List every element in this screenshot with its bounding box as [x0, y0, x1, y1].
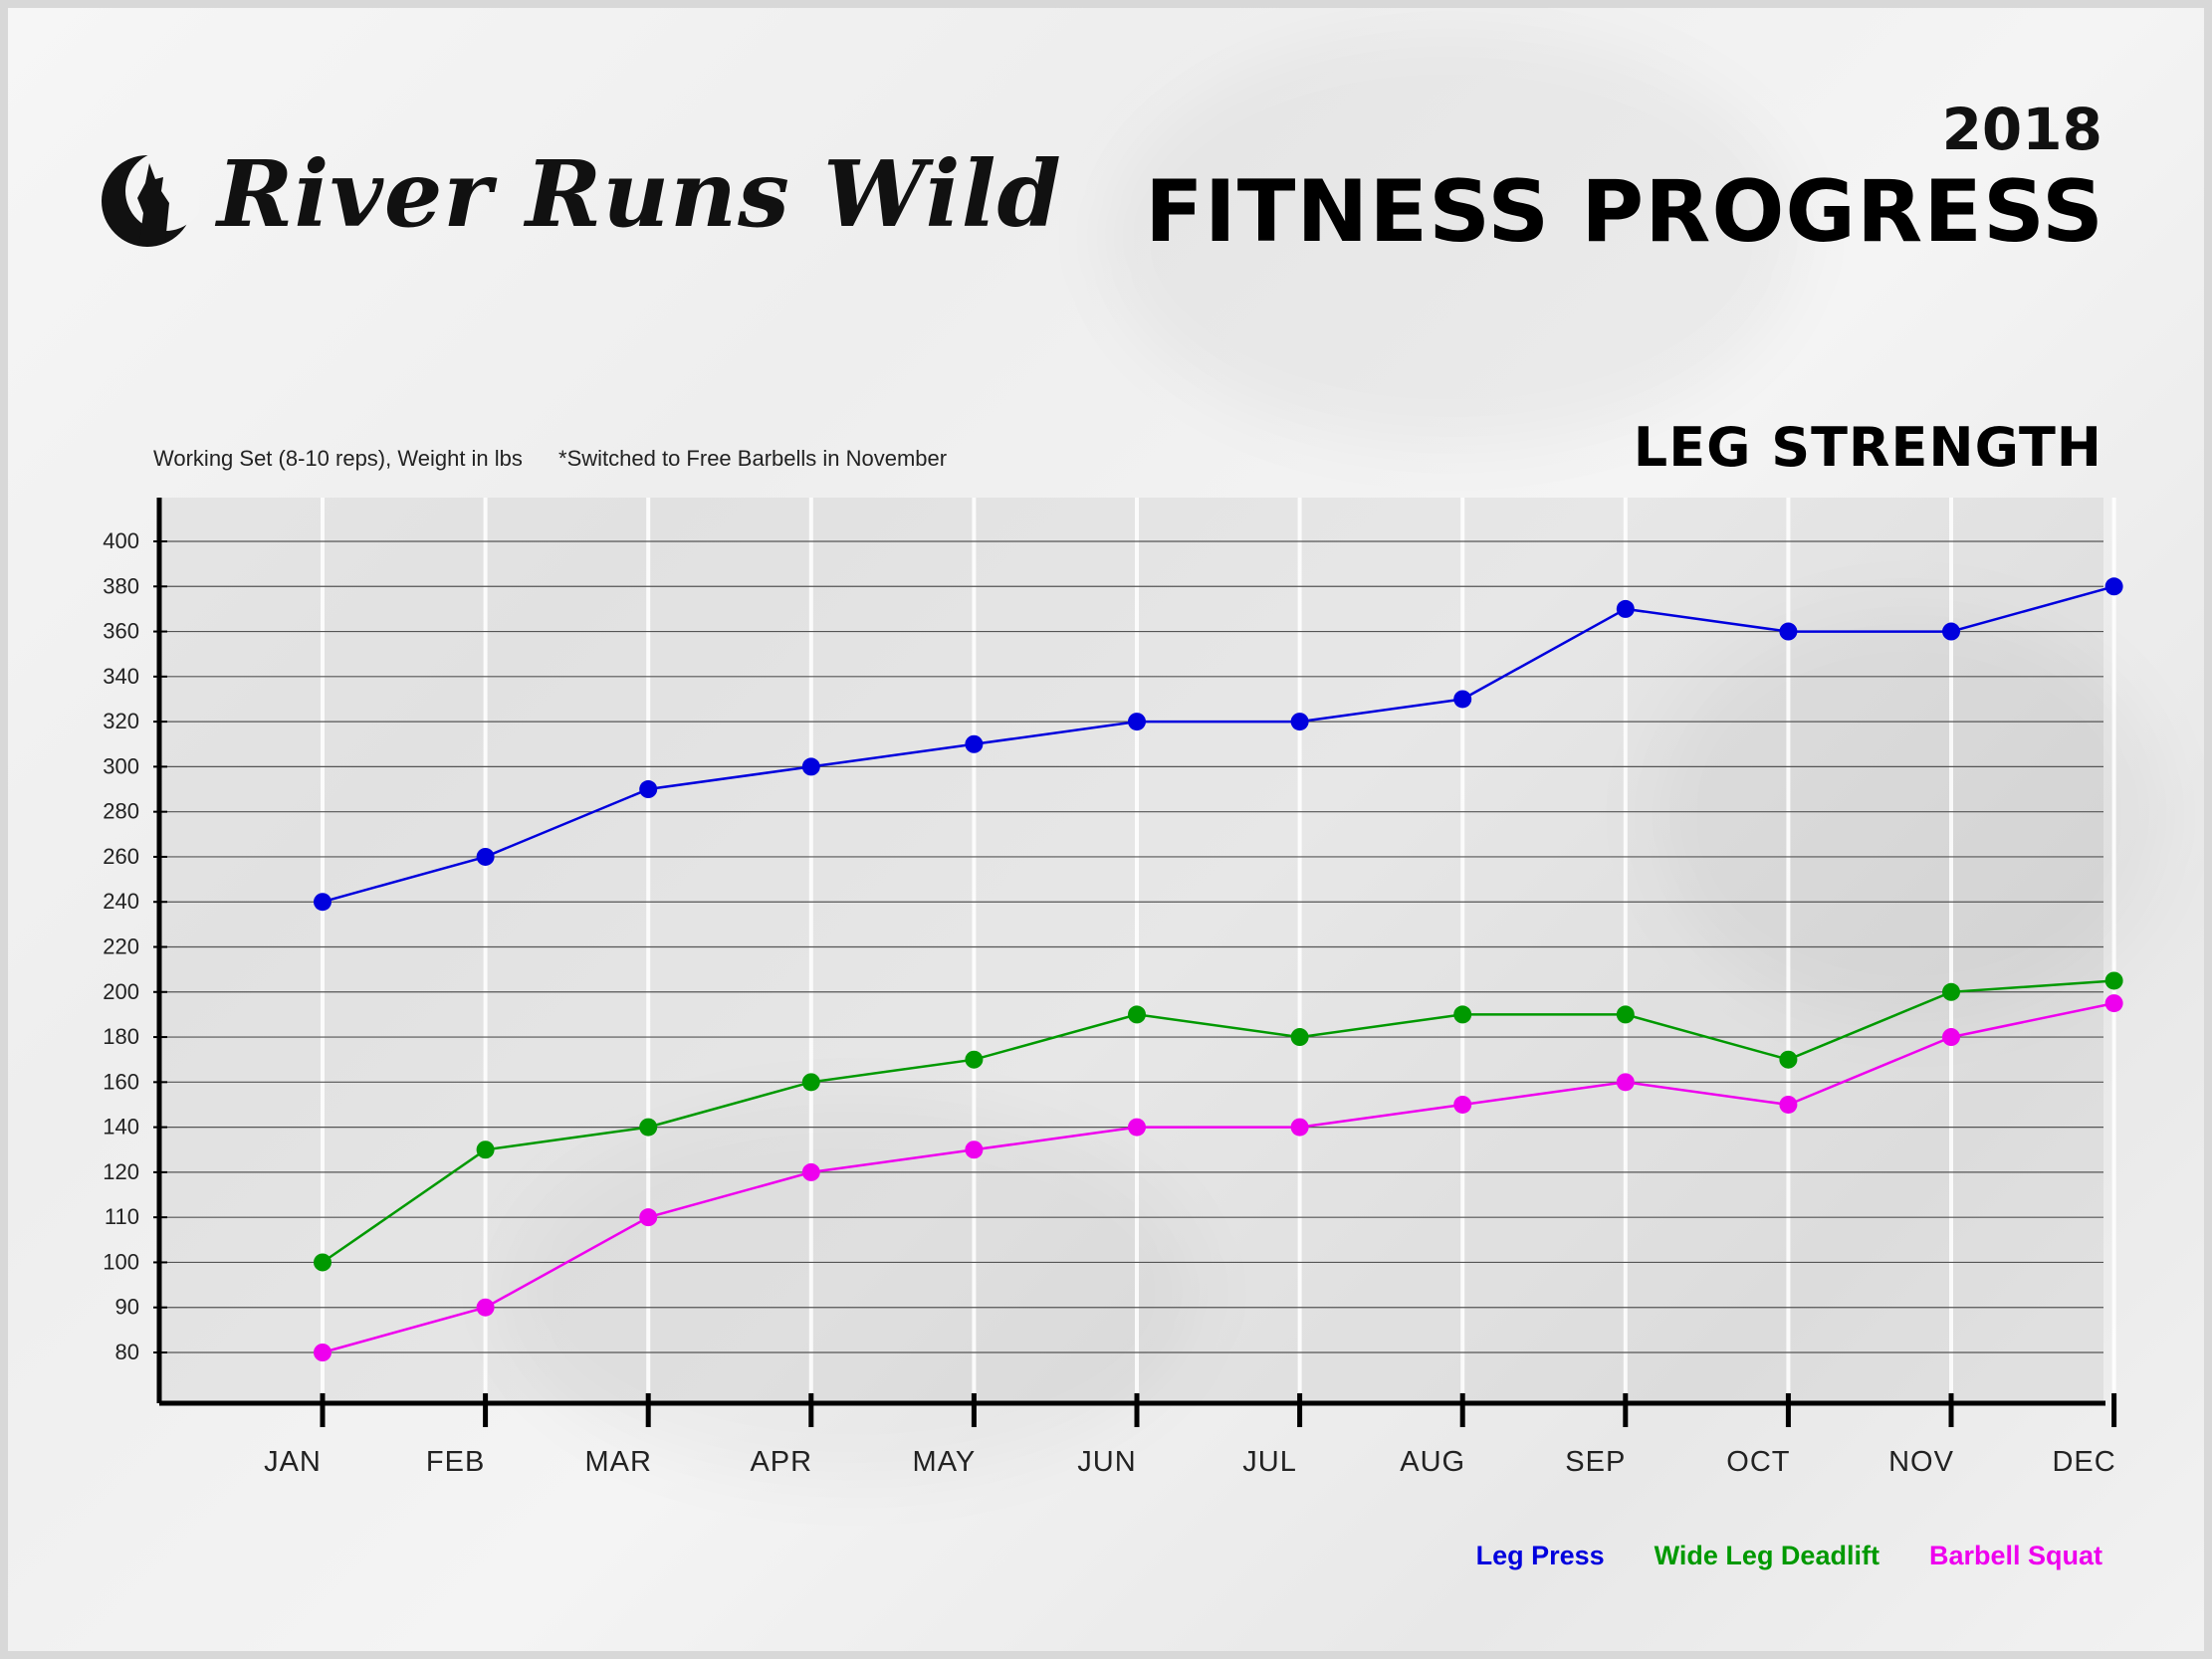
chart-title: LEG STRENGTH	[1633, 416, 2102, 479]
series-line	[322, 1001, 2114, 1354]
data-point	[1616, 1005, 1635, 1024]
chart-subtitle: Working Set (8-10 reps), Weight in lbs *…	[153, 446, 977, 472]
data-point	[1290, 1118, 1309, 1137]
data-point	[1779, 1095, 1798, 1114]
y-tick-label: 90	[115, 1295, 139, 1320]
y-tick-label: 120	[103, 1159, 139, 1184]
brand-logo: River Runs Wild	[100, 139, 1061, 259]
x-tick-label: OCT	[1726, 1446, 1790, 1478]
data-point	[1453, 1005, 1472, 1024]
data-point	[476, 1298, 495, 1317]
y-tick-label: 100	[103, 1249, 139, 1274]
data-point	[476, 1141, 495, 1159]
legend-item: Wide Leg Deadlift	[1654, 1541, 1880, 1570]
data-point	[639, 1208, 658, 1227]
data-point	[639, 1118, 658, 1137]
data-point	[314, 1253, 332, 1272]
subtitle-units: Working Set (8-10 reps), Weight in lbs	[153, 446, 523, 471]
y-tick-label: 80	[115, 1340, 139, 1364]
x-tick-label: FEB	[426, 1446, 485, 1478]
x-tick-label: AUG	[1400, 1446, 1465, 1478]
data-point	[1290, 713, 1309, 731]
data-point	[1942, 622, 1960, 641]
page-title: FITNESS PROGRESS	[1144, 162, 2104, 262]
data-point	[1942, 982, 1960, 1001]
y-tick-label: 380	[103, 573, 139, 598]
data-point	[1128, 1005, 1146, 1024]
data-point	[2104, 971, 2123, 990]
data-point	[1779, 622, 1798, 641]
x-tick-label: NOV	[1888, 1446, 1954, 1478]
subtitle-note: *Switched to Free Barbells in November	[558, 446, 948, 471]
data-point	[801, 1073, 820, 1092]
y-tick-label: 300	[103, 753, 139, 778]
x-tick-label: MAR	[584, 1446, 651, 1478]
y-tick-label: 280	[103, 799, 139, 824]
header-year: 2018	[1941, 96, 2102, 163]
y-tick-label: 260	[103, 844, 139, 869]
line-chart: 400 380 360 340 320 300 280 260 240 220 200 180 160 1…	[103, 498, 2123, 1478]
data-point	[965, 734, 984, 753]
data-point	[801, 757, 820, 776]
data-point	[965, 1141, 984, 1159]
data-point	[801, 1162, 820, 1181]
y-tick-label: 140	[103, 1115, 139, 1140]
data-point	[476, 847, 495, 866]
data-point	[1453, 1095, 1472, 1114]
data-point	[314, 893, 332, 912]
brand-name: River Runs Wild	[217, 140, 1062, 248]
y-tick-label: 220	[103, 934, 139, 959]
x-tick-label: JUN	[1077, 1446, 1136, 1478]
data-point	[314, 1344, 332, 1361]
x-tick-label: SEP	[1565, 1446, 1626, 1478]
legend-item: Leg Press	[1475, 1541, 1605, 1570]
data-point	[2104, 577, 2123, 596]
series-line	[322, 585, 2114, 904]
y-tick-label: 340	[103, 664, 139, 689]
legend: Leg Press Wide Leg Deadlift Barbell Squat	[1476, 1541, 2102, 1571]
data-point	[1453, 690, 1472, 709]
wolf-moon-icon	[102, 151, 199, 247]
y-tick-label: 400	[103, 528, 139, 553]
data-point	[1616, 599, 1635, 618]
data-point	[1128, 713, 1146, 731]
data-point	[1128, 1118, 1146, 1137]
x-tick-label: MAY	[913, 1446, 977, 1478]
y-tick-label: 240	[103, 889, 139, 914]
y-tick-label: 200	[103, 979, 139, 1004]
plot-area	[159, 498, 2103, 1403]
data-point	[1616, 1073, 1635, 1092]
data-point	[2104, 994, 2123, 1013]
data-point	[1290, 1028, 1309, 1047]
data-point	[965, 1050, 984, 1069]
y-tick-label: 320	[103, 709, 139, 733]
y-tick-label: 110	[105, 1204, 139, 1229]
y-tick-label: 160	[103, 1069, 139, 1094]
y-tick-label: 360	[103, 619, 139, 644]
data-point	[1942, 1028, 1960, 1047]
data-point	[639, 780, 658, 799]
page: River Runs Wild 2018 FITNESS PROGRESS LE…	[8, 8, 2204, 1651]
x-tick-label: DEC	[2052, 1446, 2115, 1478]
series-line	[322, 979, 2114, 1264]
x-tick-label: JUL	[1242, 1446, 1297, 1478]
legend-item: Barbell Squat	[1928, 1541, 2102, 1570]
x-tick-label: JAN	[264, 1446, 322, 1478]
data-point	[1779, 1050, 1798, 1069]
y-tick-label: 180	[103, 1024, 139, 1049]
x-tick-label: APR	[750, 1446, 812, 1478]
